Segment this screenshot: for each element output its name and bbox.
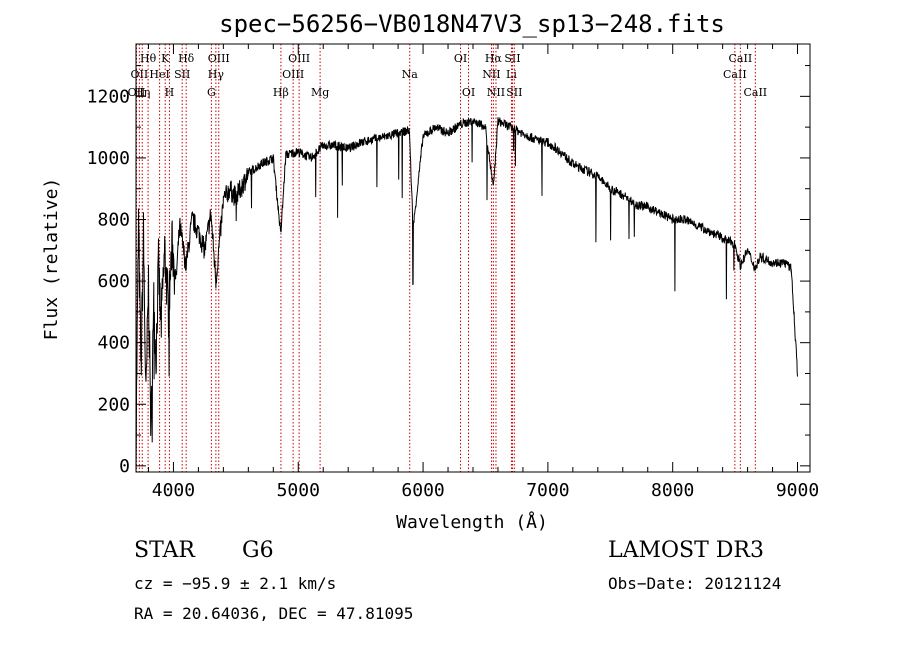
- y-axis-label: Flux (relative): [41, 178, 62, 341]
- object-class: STAR: [134, 538, 195, 563]
- axes: 4000 5000 6000 7000 8000 9000 0 200 400 600 800 100…: [87, 43, 819, 501]
- line-label: Hα: [485, 52, 503, 65]
- x-tick-label: 6000: [401, 480, 444, 501]
- line-label: SII: [504, 52, 520, 65]
- line-label: Hβ: [273, 86, 289, 99]
- emission-line-markers: OIIOIIHηHθHeIKHSIIHδGHγOIIIHβOIIIOIIIMgN…: [128, 44, 767, 472]
- line-label: OII: [131, 68, 149, 81]
- line-label: Na: [402, 68, 419, 81]
- spectrum-series: [135, 117, 798, 473]
- line-label: SII: [174, 68, 190, 81]
- line-label: Hθ: [140, 52, 157, 65]
- line-label: Hγ: [208, 68, 225, 81]
- line-label: Mg: [311, 86, 329, 99]
- line-label: NII: [487, 86, 505, 99]
- line-label: Hη: [134, 86, 150, 99]
- x-tick-label: 9000: [776, 480, 819, 501]
- y-tick-label: 1200: [87, 86, 130, 107]
- x-axis-label: Wavelength (Å): [396, 511, 548, 533]
- y-tick-label: 800: [97, 210, 130, 231]
- line-label: OIII: [288, 52, 310, 65]
- redshift-cz: cz = −95.9 ± 2.1 km/s: [134, 574, 337, 593]
- ra-dec-coordinates: RA = 20.64036, DEC = 47.81095: [134, 604, 414, 623]
- line-label: H: [165, 86, 175, 99]
- line-label: Li: [506, 68, 517, 81]
- line-label: HeI: [149, 68, 169, 81]
- object-subclass: G6: [242, 538, 274, 563]
- line-label: CaII: [729, 52, 753, 65]
- y-tick-label: 0: [119, 456, 130, 477]
- y-tick-label: 1000: [87, 148, 130, 169]
- x-tick-label: 5000: [277, 480, 320, 501]
- line-label: G: [207, 86, 216, 99]
- line-label: NII: [482, 68, 500, 81]
- line-label: OIII: [208, 52, 230, 65]
- plot-frame: [135, 43, 811, 473]
- observation-date: Obs−Date: 20121124: [608, 574, 782, 593]
- line-label: SII: [506, 86, 522, 99]
- x-tick-label: 7000: [526, 480, 569, 501]
- line-label: Hδ: [178, 52, 195, 65]
- line-label: OIII: [282, 68, 304, 81]
- line-label: OI: [454, 52, 467, 65]
- chart-title: spec−56256−VB018N47V3_sp13−248.fits: [219, 10, 725, 38]
- x-tick-label: 8000: [651, 480, 694, 501]
- line-label: CaII: [723, 68, 747, 81]
- y-tick-label: 200: [97, 394, 130, 415]
- survey-name: LAMOST DR3: [608, 538, 764, 563]
- line-label: CaII: [743, 86, 767, 99]
- spectrum-line: [135, 117, 798, 473]
- line-label: K: [161, 52, 170, 65]
- x-tick-label: 4000: [152, 480, 195, 501]
- y-tick-label: 600: [97, 271, 130, 292]
- line-label: OI: [462, 86, 475, 99]
- y-tick-label: 400: [97, 333, 130, 354]
